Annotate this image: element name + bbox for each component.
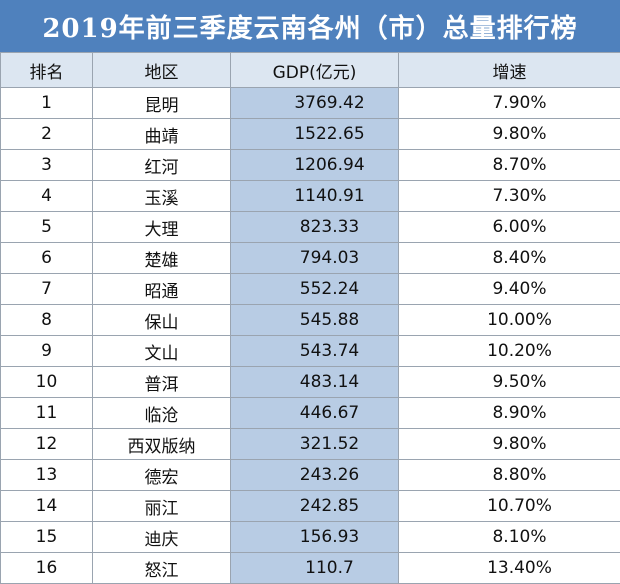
rank-cell[interactable]: 3 (1, 150, 93, 181)
gdp-cell[interactable]: 242.85 (231, 491, 399, 522)
gdp-cell[interactable]: 545.88 (231, 305, 399, 336)
growth-cell[interactable]: 9.80% (399, 429, 620, 460)
rank-cell[interactable]: 7 (1, 274, 93, 305)
region-cell[interactable]: 丽江 (93, 491, 231, 522)
region-cell[interactable]: 大理 (93, 212, 231, 243)
growth-cell[interactable]: 10.00% (399, 305, 620, 336)
gdp-cell[interactable]: 3769.42 (231, 88, 399, 119)
gdp-cell[interactable]: 1140.91 (231, 181, 399, 212)
rank-cell[interactable]: 4 (1, 181, 93, 212)
header-gdp[interactable]: GDP(亿元) (231, 53, 399, 88)
region-cell[interactable]: 曲靖 (93, 119, 231, 150)
region-cell[interactable]: 德宏 (93, 460, 231, 491)
gdp-cell[interactable]: 110.7 (231, 553, 399, 584)
growth-cell[interactable]: 13.40% (399, 553, 620, 584)
region-cell[interactable]: 玉溪 (93, 181, 231, 212)
growth-cell[interactable]: 8.70% (399, 150, 620, 181)
rank-cell[interactable]: 9 (1, 336, 93, 367)
growth-cell[interactable]: 8.80% (399, 460, 620, 491)
rank-cell[interactable]: 10 (1, 367, 93, 398)
growth-cell[interactable]: 8.90% (399, 398, 620, 429)
rank-cell[interactable]: 1 (1, 88, 93, 119)
growth-cell[interactable]: 9.80% (399, 119, 620, 150)
growth-cell[interactable]: 8.10% (399, 522, 620, 553)
growth-cell[interactable]: 9.40% (399, 274, 620, 305)
growth-cell[interactable]: 9.50% (399, 367, 620, 398)
region-cell[interactable]: 保山 (93, 305, 231, 336)
gdp-cell[interactable]: 483.14 (231, 367, 399, 398)
rank-cell[interactable]: 11 (1, 398, 93, 429)
gdp-cell[interactable]: 543.74 (231, 336, 399, 367)
rank-cell[interactable]: 12 (1, 429, 93, 460)
region-cell[interactable]: 楚雄 (93, 243, 231, 274)
gdp-cell[interactable]: 243.26 (231, 460, 399, 491)
region-cell[interactable]: 红河 (93, 150, 231, 181)
region-cell[interactable]: 迪庆 (93, 522, 231, 553)
header-region[interactable]: 地区 (93, 53, 231, 88)
region-cell[interactable]: 怒江 (93, 553, 231, 584)
gdp-cell[interactable]: 321.52 (231, 429, 399, 460)
rank-cell[interactable]: 15 (1, 522, 93, 553)
growth-cell[interactable]: 7.30% (399, 181, 620, 212)
growth-cell[interactable]: 10.20% (399, 336, 620, 367)
growth-cell[interactable]: 6.00% (399, 212, 620, 243)
header-row: 排名 地区 GDP(亿元) 增速 (1, 53, 620, 88)
region-cell[interactable]: 文山 (93, 336, 231, 367)
header-rank[interactable]: 排名 (1, 53, 93, 88)
gdp-cell[interactable]: 552.24 (231, 274, 399, 305)
region-cell[interactable]: 西双版纳 (93, 429, 231, 460)
rank-cell[interactable]: 5 (1, 212, 93, 243)
growth-cell[interactable]: 8.40% (399, 243, 620, 274)
region-cell[interactable]: 昭通 (93, 274, 231, 305)
region-cell[interactable]: 昆明 (93, 88, 231, 119)
gdp-cell[interactable]: 823.33 (231, 212, 399, 243)
gdp-cell[interactable]: 1206.94 (231, 150, 399, 181)
growth-cell[interactable]: 10.70% (399, 491, 620, 522)
rank-cell[interactable]: 16 (1, 553, 93, 584)
rank-cell[interactable]: 13 (1, 460, 93, 491)
spreadsheet: 2019年前三季度云南各州（市）总量排行榜 排名 地区 GDP(亿元) 增速 1… (0, 0, 620, 570)
rank-cell[interactable]: 2 (1, 119, 93, 150)
region-cell[interactable]: 临沧 (93, 398, 231, 429)
rank-cell[interactable]: 6 (1, 243, 93, 274)
gdp-cell[interactable]: 156.93 (231, 522, 399, 553)
rank-cell[interactable]: 14 (1, 491, 93, 522)
table-title: 2019年前三季度云南各州（市）总量排行榜 (0, 0, 620, 53)
gdp-cell[interactable]: 1522.65 (231, 119, 399, 150)
region-cell[interactable]: 普洱 (93, 367, 231, 398)
rank-cell[interactable]: 8 (1, 305, 93, 336)
header-growth[interactable]: 增速 (399, 53, 620, 88)
gdp-cell[interactable]: 446.67 (231, 398, 399, 429)
gdp-cell[interactable]: 794.03 (231, 243, 399, 274)
growth-cell[interactable]: 7.90% (399, 88, 620, 119)
